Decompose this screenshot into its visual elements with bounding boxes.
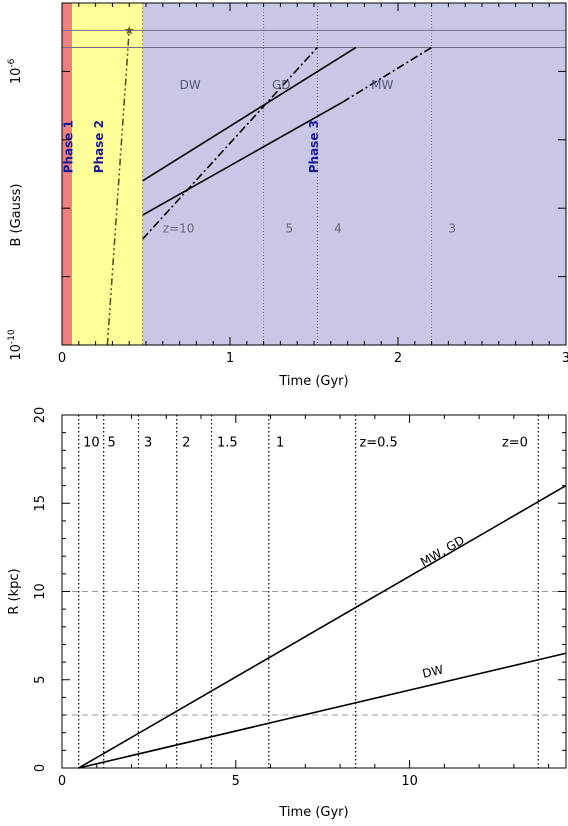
mw-gd-radius-line <box>78 484 567 769</box>
top-y-tick-label: 10-6 <box>7 58 24 84</box>
phase-band-1 <box>62 3 73 345</box>
bottom-redshift-label-1: 10 <box>83 435 100 450</box>
bottom-x-tick-label: 0 <box>58 774 66 789</box>
phase-band-2 <box>72 3 143 345</box>
redshift-label-2: 5 <box>285 222 293 236</box>
bottom-plot-frame <box>61 414 567 769</box>
bottom-redshift-label-2: 5 <box>107 435 115 450</box>
series-label-gd: GD <box>272 78 291 92</box>
phase-label-1: Phase 1 <box>62 120 76 173</box>
bottom-y-tick-label: 5 <box>33 676 48 684</box>
bottom-y-tick-label: 10 <box>33 583 48 600</box>
top-x-tick-label: 1 <box>226 351 234 366</box>
top-x-tick-label: 3 <box>562 351 568 366</box>
bottom-y-axis-title: R (kpc) <box>7 568 22 614</box>
bottom-redshift-label-4: 2 <box>182 435 190 450</box>
dw-field-line <box>142 46 357 182</box>
bottom-x-tick-label: 5 <box>232 774 240 789</box>
top-x-axis-title: Time (Gyr) <box>278 374 348 389</box>
phase-label-3: Phase 3 <box>307 120 321 173</box>
redshift-label-3: 4 <box>334 222 342 236</box>
top-plot-frame <box>61 2 567 346</box>
bottom-x-axis-title: Time (Gyr) <box>278 805 348 820</box>
series-label-dw: DW <box>421 662 445 680</box>
redshift-label-4: 3 <box>448 222 456 236</box>
magnetic-field-panel: ★ DW GD MW z=10 5 4 3 Phase 1 Phase 2 Phase 3 0 1 2… <box>7 2 568 389</box>
bottom-redshift-label-7: z=0.5 <box>359 435 397 450</box>
bottom-redshift-label-5: 1.5 <box>217 435 238 450</box>
top-y-tick-label-text: 10-10 <box>7 329 24 361</box>
bottom-y-tick-label: 15 <box>33 495 48 512</box>
bottom-y-tick-label: 20 <box>33 407 48 424</box>
series-label-mw: MW <box>371 78 393 92</box>
bottom-redshift-label-3: 3 <box>144 435 152 450</box>
phase-label-2: Phase 2 <box>92 120 106 173</box>
bottom-y-tick-label: 0 <box>33 764 48 772</box>
mw-field-line-dashed <box>342 46 433 103</box>
top-x-tick-label: 2 <box>394 351 402 366</box>
phase-band-3 <box>142 3 566 345</box>
radius-panel: MW, GD DW 10 5 3 2 1.5 1 z=0.5 z=0 0 5 10 0 5 10 15 20 T… <box>7 407 567 820</box>
star-marker: ★ <box>124 23 135 37</box>
series-label-mw-gd: MW, GD <box>418 533 467 569</box>
collapse-field-line <box>106 30 130 346</box>
gd-field-line <box>142 46 318 240</box>
dw-radius-line <box>78 652 567 769</box>
top-y-axis-title: B (Gauss) <box>9 184 24 247</box>
top-y-tick-label-text: 10-6 <box>7 58 24 84</box>
bottom-redshift-label-6: 1 <box>276 435 284 450</box>
top-x-tick-label: 0 <box>58 351 66 366</box>
bottom-redshift-label-8: z=0 <box>502 435 528 450</box>
mw-field-line-solid <box>142 101 343 216</box>
top-y-tick-label: 10-10 <box>7 329 24 361</box>
bottom-x-tick-label: 10 <box>401 774 418 789</box>
series-label-dw: DW <box>180 78 201 92</box>
redshift-label-1: z=10 <box>163 222 195 236</box>
